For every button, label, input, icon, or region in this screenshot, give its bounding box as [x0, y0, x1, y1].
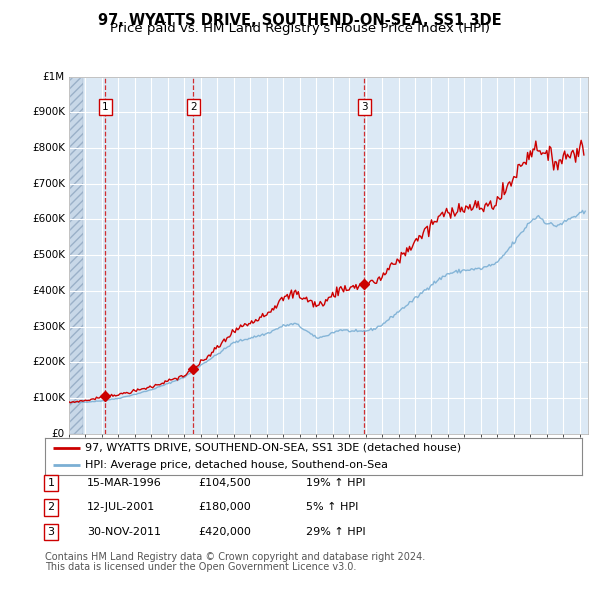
Text: £400K: £400K — [32, 286, 65, 296]
Text: 2: 2 — [47, 503, 55, 512]
Text: Contains HM Land Registry data © Crown copyright and database right 2024.: Contains HM Land Registry data © Crown c… — [45, 552, 425, 562]
Text: This data is licensed under the Open Government Licence v3.0.: This data is licensed under the Open Gov… — [45, 562, 356, 572]
Text: £1M: £1M — [43, 72, 65, 81]
Text: HPI: Average price, detached house, Southend-on-Sea: HPI: Average price, detached house, Sout… — [85, 460, 388, 470]
Text: £600K: £600K — [32, 215, 65, 224]
Text: 2: 2 — [190, 102, 196, 112]
Text: 19% ↑ HPI: 19% ↑ HPI — [306, 478, 365, 487]
Text: £0: £0 — [52, 429, 65, 438]
Text: £900K: £900K — [32, 107, 65, 117]
Text: £420,000: £420,000 — [198, 527, 251, 537]
Text: 15-MAR-1996: 15-MAR-1996 — [87, 478, 162, 487]
Text: 5% ↑ HPI: 5% ↑ HPI — [306, 503, 358, 512]
Text: 1: 1 — [47, 478, 55, 487]
Text: £200K: £200K — [32, 358, 65, 367]
Text: £180,000: £180,000 — [198, 503, 251, 512]
Text: 97, WYATTS DRIVE, SOUTHEND-ON-SEA, SS1 3DE: 97, WYATTS DRIVE, SOUTHEND-ON-SEA, SS1 3… — [98, 13, 502, 28]
Text: 1: 1 — [102, 102, 109, 112]
Text: 29% ↑ HPI: 29% ↑ HPI — [306, 527, 365, 537]
Text: £300K: £300K — [32, 322, 65, 332]
Text: 3: 3 — [47, 527, 55, 537]
Text: £700K: £700K — [32, 179, 65, 189]
Text: 12-JUL-2001: 12-JUL-2001 — [87, 503, 155, 512]
Text: 3: 3 — [361, 102, 368, 112]
Text: £100K: £100K — [32, 393, 65, 403]
Text: £500K: £500K — [32, 250, 65, 260]
Text: Price paid vs. HM Land Registry's House Price Index (HPI): Price paid vs. HM Land Registry's House … — [110, 22, 490, 35]
Text: 30-NOV-2011: 30-NOV-2011 — [87, 527, 161, 537]
Text: £800K: £800K — [32, 143, 65, 153]
Text: 97, WYATTS DRIVE, SOUTHEND-ON-SEA, SS1 3DE (detached house): 97, WYATTS DRIVE, SOUTHEND-ON-SEA, SS1 3… — [85, 443, 461, 453]
Text: £104,500: £104,500 — [198, 478, 251, 487]
